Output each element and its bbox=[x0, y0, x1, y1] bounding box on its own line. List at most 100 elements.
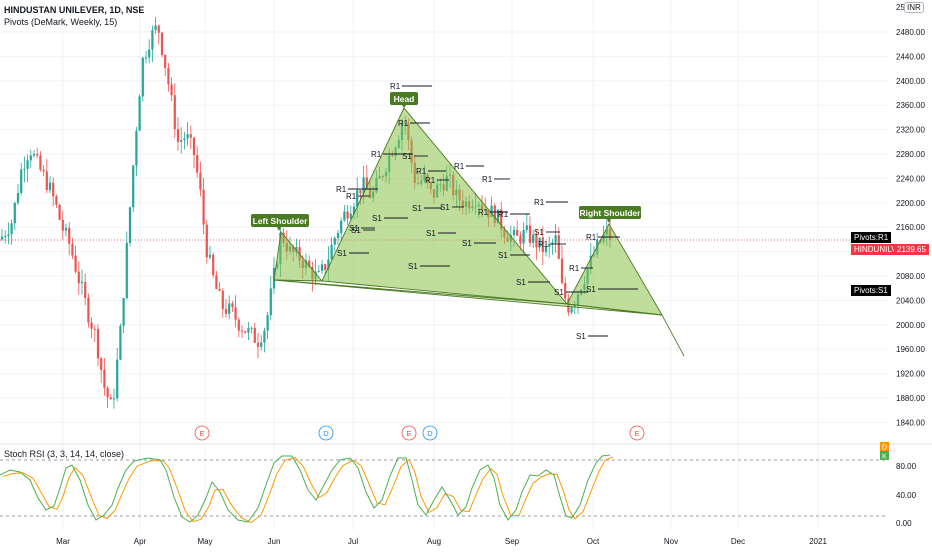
candle[interactable] bbox=[189, 125, 192, 149]
candle[interactable] bbox=[263, 327, 266, 353]
candle[interactable] bbox=[202, 177, 205, 235]
candle[interactable] bbox=[13, 201, 16, 231]
candle[interactable] bbox=[346, 204, 349, 225]
candle[interactable] bbox=[71, 237, 74, 260]
candle[interactable] bbox=[324, 263, 327, 275]
left-shoulder-triangle[interactable] bbox=[273, 230, 323, 282]
candle[interactable] bbox=[128, 206, 132, 247]
candle[interactable] bbox=[32, 150, 36, 158]
head-triangle[interactable] bbox=[321, 107, 569, 305]
candle[interactable] bbox=[365, 165, 368, 190]
candle[interactable] bbox=[20, 162, 23, 196]
candle[interactable] bbox=[240, 325, 244, 339]
oscillator-axis[interactable]: 80.00 40.00 0.00 bbox=[896, 462, 917, 528]
candle[interactable] bbox=[330, 237, 333, 260]
candle[interactable] bbox=[4, 230, 7, 244]
candle[interactable] bbox=[199, 162, 202, 197]
candle[interactable] bbox=[80, 269, 84, 295]
candle[interactable] bbox=[106, 386, 109, 408]
candle[interactable] bbox=[519, 231, 522, 251]
candle[interactable] bbox=[269, 275, 272, 321]
candle[interactable] bbox=[112, 388, 116, 409]
candle[interactable] bbox=[215, 270, 218, 290]
time-axis[interactable]: Mar Apr May Jun Jul Aug Sep Oct Nov Dec 2021 bbox=[56, 537, 827, 546]
candle[interactable] bbox=[39, 151, 42, 172]
candle[interactable] bbox=[234, 295, 237, 328]
currency-button[interactable]: INR bbox=[904, 2, 924, 13]
candle[interactable] bbox=[522, 222, 525, 254]
candle[interactable] bbox=[144, 51, 148, 64]
candle[interactable] bbox=[109, 393, 112, 400]
candle[interactable] bbox=[10, 219, 13, 245]
candle[interactable] bbox=[231, 301, 234, 312]
left-shoulder-tag[interactable]: Left Shoulder bbox=[251, 214, 309, 231]
candle[interactable] bbox=[52, 177, 55, 207]
candle[interactable] bbox=[74, 245, 77, 274]
candle[interactable] bbox=[196, 146, 199, 178]
candle[interactable] bbox=[164, 54, 167, 76]
candle[interactable] bbox=[266, 312, 269, 340]
earnings-marker[interactable]: E bbox=[401, 425, 417, 441]
candle[interactable] bbox=[535, 230, 538, 260]
candle[interactable] bbox=[228, 295, 231, 320]
candle[interactable] bbox=[141, 56, 144, 102]
price-axis[interactable]: 2480.00 2440.00 2400.00 2360.00 2320.00 2280.… bbox=[896, 3, 925, 427]
candle[interactable] bbox=[116, 348, 119, 402]
candle[interactable] bbox=[541, 226, 544, 266]
candle[interactable] bbox=[183, 131, 186, 150]
candle[interactable] bbox=[176, 117, 180, 151]
candle[interactable] bbox=[564, 277, 567, 304]
candle[interactable] bbox=[48, 176, 52, 194]
candle[interactable] bbox=[157, 24, 160, 45]
candle[interactable] bbox=[525, 213, 528, 234]
candle[interactable] bbox=[256, 332, 260, 359]
candle[interactable] bbox=[55, 194, 58, 208]
candle[interactable] bbox=[7, 222, 10, 245]
candle[interactable] bbox=[532, 229, 535, 249]
candle[interactable] bbox=[119, 323, 122, 361]
candle[interactable] bbox=[205, 219, 208, 264]
candle[interactable] bbox=[122, 297, 125, 333]
earnings-marker[interactable]: E bbox=[629, 425, 645, 441]
earnings-marker[interactable]: E bbox=[194, 425, 210, 441]
candle[interactable] bbox=[77, 261, 80, 295]
symbol-title[interactable]: HINDUSTAN UNILEVER, 1D, NSE bbox=[4, 5, 145, 15]
dividend-marker[interactable]: D bbox=[318, 425, 334, 441]
candle[interactable] bbox=[151, 25, 154, 63]
candle[interactable] bbox=[160, 31, 164, 58]
candle[interactable] bbox=[45, 159, 48, 194]
stoch-rsi-legend[interactable]: Stoch RSI (3, 3, 14, 14, close) bbox=[4, 449, 125, 459]
candle[interactable] bbox=[221, 288, 224, 318]
candle[interactable] bbox=[58, 203, 61, 221]
candle[interactable] bbox=[64, 223, 68, 237]
candle[interactable] bbox=[250, 326, 253, 334]
candle[interactable] bbox=[349, 205, 352, 220]
candle[interactable] bbox=[557, 227, 560, 260]
candle[interactable] bbox=[26, 154, 29, 182]
candle[interactable] bbox=[61, 210, 64, 240]
candle[interactable] bbox=[548, 236, 551, 258]
right-shoulder-tag[interactable]: Right Shoulder bbox=[579, 206, 641, 223]
candle[interactable] bbox=[36, 147, 39, 159]
candle[interactable] bbox=[93, 325, 96, 342]
candle[interactable] bbox=[192, 136, 196, 169]
candle[interactable] bbox=[170, 77, 173, 101]
candle[interactable] bbox=[343, 204, 346, 222]
candle[interactable] bbox=[340, 217, 343, 242]
candle[interactable] bbox=[320, 259, 324, 275]
candle[interactable] bbox=[0, 228, 4, 241]
candle[interactable] bbox=[132, 164, 135, 213]
candle[interactable] bbox=[138, 94, 141, 131]
candle[interactable] bbox=[237, 317, 240, 338]
candle[interactable] bbox=[516, 220, 519, 236]
candle[interactable] bbox=[42, 165, 45, 177]
candle[interactable] bbox=[87, 293, 90, 328]
candle[interactable] bbox=[528, 216, 532, 247]
candle[interactable] bbox=[148, 39, 151, 64]
candle[interactable] bbox=[16, 183, 20, 205]
pivots-legend[interactable]: Pivots (DeMark, Weekly, 15) bbox=[4, 17, 118, 27]
candle[interactable] bbox=[173, 83, 176, 139]
candle[interactable] bbox=[260, 335, 263, 351]
candle[interactable] bbox=[336, 229, 340, 246]
